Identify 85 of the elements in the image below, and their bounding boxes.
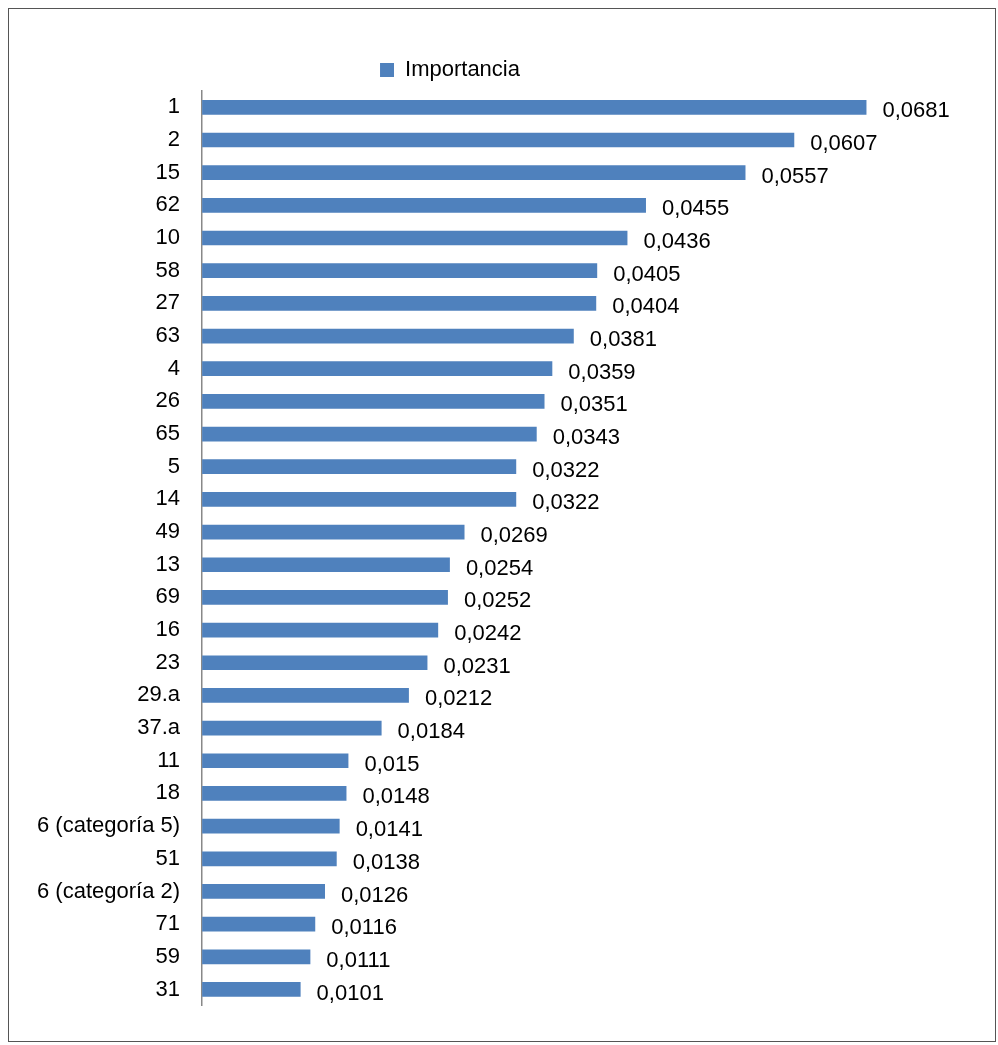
y-tick-label: 58 <box>155 256 181 282</box>
data-label: 0,0212 <box>424 685 493 711</box>
bar <box>202 655 428 671</box>
data-label: 0,0681 <box>882 97 950 123</box>
y-tick-label: 71 <box>155 910 181 936</box>
y-tick-label: 6 (categoría 5) <box>37 812 181 838</box>
y-tick-label: 15 <box>155 158 181 184</box>
data-label: 0,0184 <box>397 718 465 744</box>
bar <box>202 296 597 311</box>
legend-label: Importancia <box>405 56 521 82</box>
data-label: 0,0254 <box>465 554 534 580</box>
data-label: 0,0111 <box>326 946 391 972</box>
bar <box>202 818 340 834</box>
y-tick-label: 10 <box>155 224 181 250</box>
data-label: 0,0405 <box>613 260 681 286</box>
bar <box>202 688 409 703</box>
bar <box>202 949 311 965</box>
bar <box>202 557 450 573</box>
data-label: 0,0116 <box>331 914 397 940</box>
data-label: 0,0148 <box>362 783 430 809</box>
bar <box>202 786 347 801</box>
data-label: 0,0252 <box>463 587 532 613</box>
y-tick-label: 2 <box>167 126 181 152</box>
y-tick-label: 29.a <box>137 681 181 707</box>
bar <box>202 198 646 213</box>
y-tick-label: 49 <box>155 518 181 544</box>
y-tick-label: 5 <box>167 452 181 478</box>
data-label: 0,0455 <box>661 195 730 221</box>
bar <box>202 165 746 181</box>
y-tick-label: 4 <box>167 354 181 380</box>
bar <box>202 982 301 997</box>
data-label: 0,0359 <box>568 358 636 384</box>
bar <box>202 132 795 148</box>
y-tick-label: 37.a <box>137 714 181 740</box>
y-tick-label: 69 <box>155 583 181 609</box>
data-label: 0,0322 <box>532 489 600 515</box>
y-tick-label: 16 <box>155 616 181 642</box>
bar <box>202 916 316 932</box>
y-tick-label: 13 <box>155 550 181 576</box>
data-label: 0,0607 <box>810 130 878 156</box>
data-label: 0,0436 <box>643 228 711 254</box>
bar <box>202 459 517 475</box>
data-label: 0,0231 <box>443 652 511 678</box>
y-tick-label: 6 (categoría 2) <box>37 877 181 903</box>
data-label: 0,0138 <box>352 848 421 874</box>
bar <box>202 99 867 115</box>
bar <box>202 622 439 638</box>
data-label: 0,0126 <box>341 881 409 907</box>
y-tick-label: 23 <box>155 648 181 674</box>
y-tick-label: 1 <box>167 93 181 119</box>
y-tick-label: 31 <box>155 975 181 1001</box>
data-label: 0,0351 <box>560 391 628 417</box>
bar <box>202 328 574 344</box>
data-label: 0,0557 <box>761 162 829 188</box>
y-tick-label: 63 <box>155 322 181 348</box>
bar <box>202 524 465 540</box>
bar <box>202 394 545 409</box>
y-tick-label: 27 <box>155 289 181 315</box>
bar <box>202 230 628 246</box>
y-tick-label: 14 <box>155 485 181 511</box>
y-tick-label: 18 <box>155 779 181 805</box>
bar <box>202 426 537 442</box>
data-label: 0,0101 <box>316 979 384 1005</box>
data-label: 0,0141 <box>355 816 423 842</box>
y-tick-label: 26 <box>155 387 181 413</box>
data-label: 0,0269 <box>480 522 548 548</box>
y-tick-label: 11 <box>157 746 181 772</box>
bar <box>202 590 448 605</box>
bar <box>202 361 553 377</box>
y-tick-label: 59 <box>155 942 181 968</box>
bar <box>202 884 325 899</box>
y-tick-label: 62 <box>155 191 181 217</box>
bar <box>202 492 517 507</box>
bar <box>202 851 337 867</box>
bar <box>202 263 598 279</box>
data-label: 0,015 <box>364 750 420 776</box>
data-label: 0,0381 <box>589 326 658 352</box>
data-label: 0,0404 <box>612 293 680 319</box>
data-label: 0,0343 <box>552 424 621 450</box>
bar <box>202 720 382 736</box>
data-label: 0,0242 <box>454 620 522 646</box>
y-tick-label: 65 <box>155 420 181 446</box>
bar <box>202 753 349 769</box>
y-tick-label: 51 <box>155 844 181 870</box>
data-label: 0,0322 <box>532 456 600 482</box>
